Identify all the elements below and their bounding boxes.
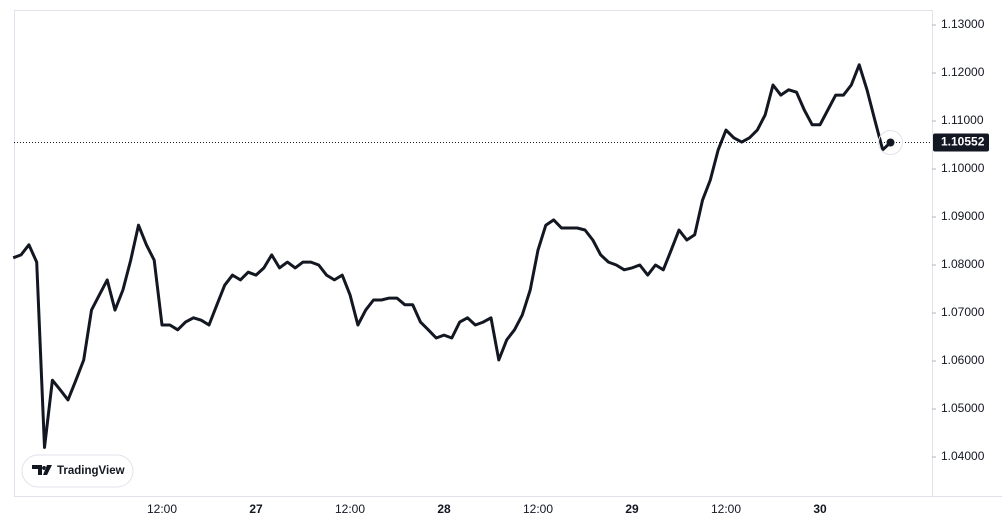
x-tick-label: 28	[437, 502, 451, 516]
logo-text: TradingView	[57, 465, 125, 477]
y-tick-label: 1.07000	[941, 305, 985, 319]
y-tick-label: 1.08000	[941, 257, 985, 271]
y-tick-label: 1.06000	[941, 353, 985, 367]
x-tick-label: 29	[625, 502, 639, 516]
x-tick-label: 27	[249, 502, 263, 516]
logo-frame	[21, 454, 134, 488]
x-tick-label: 12:00	[147, 502, 177, 516]
x-tick-label: 12:00	[335, 502, 365, 516]
logo-badge[interactable]: TradingView	[21, 454, 134, 488]
price-line	[12, 63, 892, 449]
y-tick-label: 1.04000	[941, 449, 985, 463]
x-tick-label: 12:00	[711, 502, 741, 516]
last-price-halo	[877, 130, 903, 156]
x-tick-label: 12:00	[523, 502, 553, 516]
last-price-box	[933, 133, 989, 152]
x-tick-label: 30	[813, 502, 827, 516]
y-tick-label: 1.11000	[941, 113, 984, 127]
y-tick-label: 1.05000	[941, 401, 985, 415]
y-tick-label: 1.12000	[941, 65, 985, 79]
y-tick-label: 1.13000	[941, 17, 985, 31]
y-tick-label: 1.10000	[941, 161, 985, 175]
logo-icon	[32, 465, 52, 475]
last-price-dot	[886, 138, 895, 147]
last-price-label: 1.10552	[941, 135, 985, 149]
y-tick-label: 1.09000	[941, 209, 985, 223]
